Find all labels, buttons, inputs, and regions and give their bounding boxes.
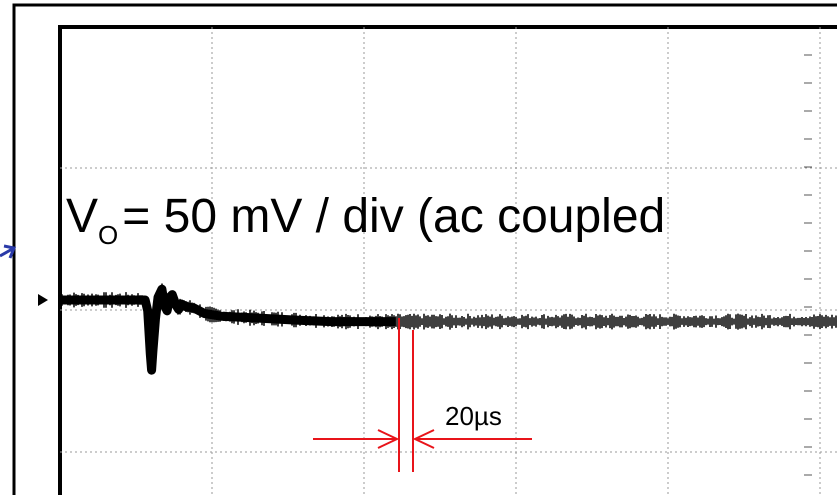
- channel-subscript: O: [98, 220, 118, 250]
- plot-frame: [58, 25, 837, 495]
- arrow-right-head-icon: [412, 429, 435, 449]
- channel-scale-text: = 50 mV / div (ac coupled: [122, 190, 665, 243]
- time-annotation: 20µs: [313, 318, 532, 472]
- outer-frame: [12, 3, 837, 495]
- ground-marker-icon: [38, 294, 48, 306]
- tick-marks: [804, 54, 812, 476]
- annotation-label: 20µs: [445, 401, 502, 431]
- trace-series: [59, 283, 837, 375]
- channel-symbol: V: [66, 190, 98, 243]
- arrow-left-head-icon: [377, 429, 400, 449]
- pointer-arrow-icon: [0, 244, 17, 259]
- channel-label: VO= 50 mV / div (ac coupled: [66, 190, 665, 250]
- trace-noise: [59, 283, 837, 370]
- grid: [60, 27, 837, 495]
